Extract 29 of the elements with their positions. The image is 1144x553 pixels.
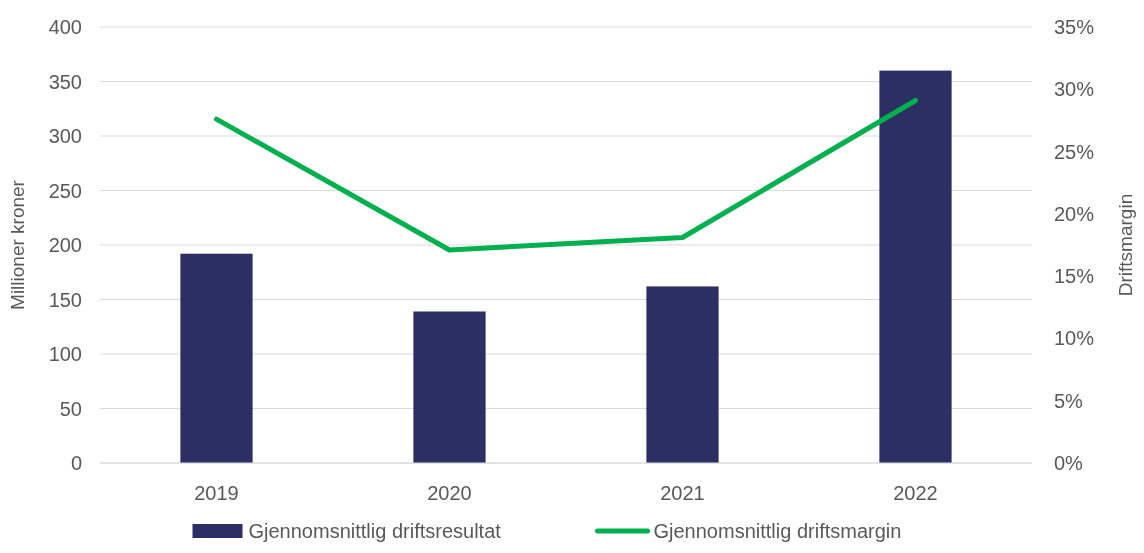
y2-tick-label: 20% (1054, 202, 1095, 225)
y-tick-label: 250 (48, 179, 82, 202)
y2-tick-label: 5% (1054, 389, 1084, 412)
y2-tick-label: 10% (1054, 327, 1095, 350)
y2-tick-label: 25% (1054, 140, 1095, 163)
bar (646, 286, 719, 463)
y-tick-label: 0 (70, 452, 82, 474)
x-tick-label: 2021 (660, 482, 705, 504)
y2-tick-label: 35% (1054, 16, 1095, 38)
y-tick-label: 150 (48, 288, 82, 311)
bar (180, 253, 253, 463)
bar (413, 311, 486, 463)
y-tick-label: 100 (48, 343, 82, 365)
x-tick-label: 2020 (427, 482, 472, 504)
x-tick-label: 2022 (893, 482, 938, 504)
y2-tick-label: 30% (1054, 78, 1095, 101)
y2-axis-title: Driftsmargin (1115, 193, 1136, 297)
y-tick-label: 300 (48, 125, 82, 147)
y2-tick-label: 0% (1054, 452, 1084, 474)
bar (879, 70, 952, 463)
y-tick-label: 50 (59, 397, 82, 420)
y2-tick-label: 15% (1054, 265, 1095, 288)
x-tick-label: 2019 (194, 482, 239, 504)
y-axis-title: Millioner kroner (7, 179, 28, 310)
legend-label: Gjennomsnittlig driftsmargin (653, 520, 902, 542)
legend-label: Gjennomsnittlig driftsresultat (248, 520, 502, 542)
y-tick-label: 200 (48, 234, 82, 256)
y-tick-label: 350 (48, 70, 82, 93)
y-tick-label: 400 (48, 16, 82, 38)
